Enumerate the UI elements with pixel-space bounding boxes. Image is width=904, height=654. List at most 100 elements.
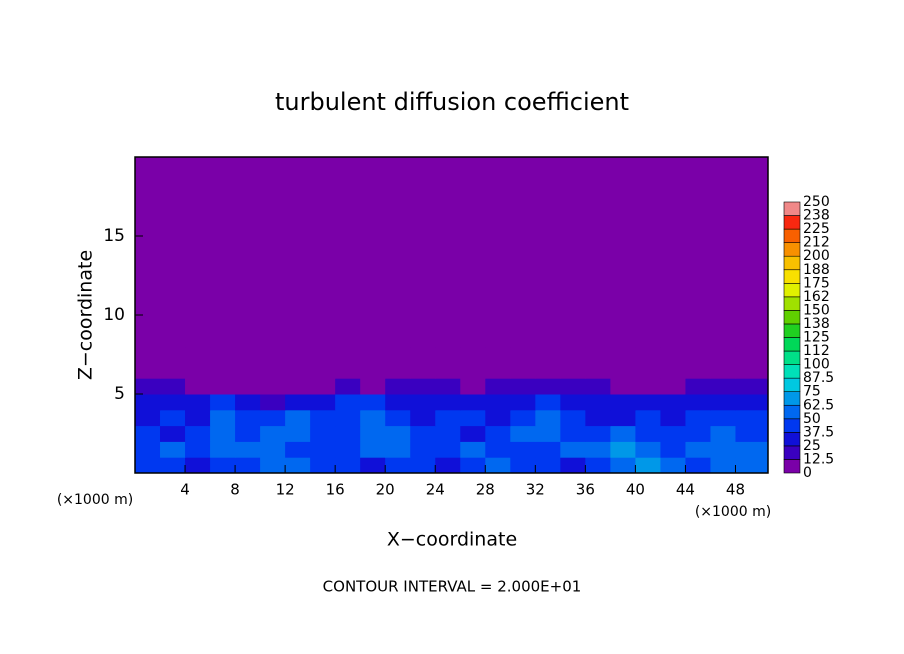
cell: [510, 157, 536, 348]
x-tick-label: 8: [230, 481, 240, 499]
chart-title: turbulent diffusion coefficient: [275, 88, 629, 116]
cell: [560, 378, 586, 395]
cell: [335, 425, 361, 442]
cell: [435, 457, 461, 474]
cell: [660, 441, 686, 458]
cell: [235, 441, 261, 458]
cell: [735, 441, 769, 458]
cell: [610, 409, 636, 427]
cell: [260, 425, 286, 442]
x-tick-label: 28: [476, 481, 495, 499]
cell: [285, 457, 311, 474]
colorbar-swatch: [783, 215, 801, 230]
cell: [335, 346, 361, 379]
cell: [685, 346, 711, 379]
cell: [335, 157, 361, 348]
cell: [535, 378, 561, 395]
cell: [635, 457, 661, 474]
cell: [485, 346, 511, 379]
cell: [360, 409, 386, 427]
cell: [335, 378, 361, 395]
cell: [610, 346, 636, 379]
cell: [535, 409, 561, 427]
cell: [585, 441, 611, 458]
cell: [535, 457, 561, 474]
cell: [135, 425, 161, 442]
colorbar-swatch: [783, 296, 801, 311]
cell: [135, 378, 161, 395]
cell: [685, 409, 711, 427]
cell: [160, 441, 186, 458]
cell: [210, 457, 236, 474]
cell: [710, 346, 736, 379]
cell: [210, 394, 236, 411]
cell: [210, 157, 236, 348]
cell: [560, 441, 586, 458]
cell: [610, 157, 636, 348]
cell: [185, 441, 211, 458]
cell: [260, 441, 286, 458]
cell: [660, 378, 686, 395]
x-tick-label: 16: [326, 481, 345, 499]
cell: [435, 441, 461, 458]
cell: [735, 457, 769, 474]
x-tick-label: 48: [726, 481, 745, 499]
colorbar-label: 12.5: [803, 451, 834, 467]
x-unit-label: (×1000 m): [695, 504, 771, 520]
cell: [435, 409, 461, 427]
cell: [160, 394, 186, 411]
colorbar-label: 212: [803, 235, 830, 251]
y-tick-label: 15: [103, 226, 125, 246]
x-tick-label: 36: [576, 481, 595, 499]
cell: [310, 457, 336, 474]
cell: [510, 441, 536, 458]
cell: [485, 378, 511, 395]
cell: [135, 157, 161, 348]
cell: [360, 425, 386, 442]
colorbar-swatch: [783, 255, 801, 271]
cell: [410, 425, 436, 442]
cell: [360, 378, 386, 395]
cell: [285, 394, 311, 411]
x-tick-label: 20: [376, 481, 395, 499]
cell: [660, 346, 686, 379]
colorbar-label: 100: [803, 357, 830, 373]
cell: [460, 346, 486, 379]
cell: [610, 378, 636, 395]
x-axis-label: X−coordinate: [387, 529, 517, 551]
cell: [460, 378, 486, 395]
colorbar-label: 25: [803, 438, 821, 454]
colorbar-label: 238: [803, 208, 830, 224]
cell: [210, 409, 236, 427]
cell: [285, 425, 311, 442]
cell: [710, 441, 736, 458]
cell: [735, 394, 769, 411]
cell: [360, 457, 386, 474]
cell: [185, 425, 211, 442]
cell: [285, 441, 311, 458]
cell: [185, 346, 211, 379]
cell: [685, 441, 711, 458]
colorbar-label: 150: [803, 302, 830, 318]
x-tick-label: 32: [526, 481, 545, 499]
cell: [385, 378, 411, 395]
cell: [585, 409, 611, 427]
cell: [410, 157, 436, 348]
cell: [535, 425, 561, 442]
cell: [385, 346, 411, 379]
cell: [685, 457, 711, 474]
cell: [285, 409, 311, 427]
cell: [135, 346, 161, 379]
x-unit-label: (×1000 m): [57, 492, 133, 508]
cell: [410, 394, 436, 411]
cell: [560, 346, 586, 379]
cell: [735, 425, 769, 442]
x-tick-label: 40: [626, 481, 645, 499]
y-tick-label: 10: [103, 305, 125, 325]
cell: [660, 425, 686, 442]
colorbar-swatch: [783, 323, 801, 338]
colorbar-label: 62.5: [803, 397, 834, 413]
colorbar-swatch: [783, 337, 801, 352]
colorbar-label: 112: [803, 343, 830, 359]
cell: [235, 409, 261, 427]
